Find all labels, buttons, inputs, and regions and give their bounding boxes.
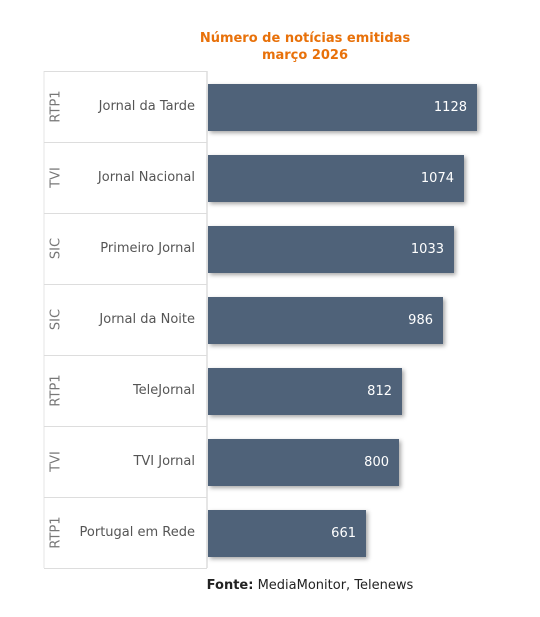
category-label: Portugal em Rede <box>80 525 195 540</box>
category-label: Jornal da Noite <box>98 312 195 327</box>
value-label: 661 <box>331 526 356 541</box>
value-label: 800 <box>364 455 389 470</box>
value-label: 1074 <box>421 171 454 186</box>
group-label: RTP1 <box>49 516 64 548</box>
group-label: TVI <box>49 167 64 189</box>
category-label: Jornal Nacional <box>97 170 195 185</box>
category-label: Primeiro Jornal <box>100 241 195 256</box>
bar <box>208 439 399 486</box>
source-text: MediaMonitor, Telenews <box>257 578 414 593</box>
group-label: SIC <box>49 238 64 259</box>
bar <box>208 226 454 273</box>
group-label: SIC <box>49 309 64 330</box>
group-label: TVI <box>49 451 64 473</box>
bar <box>208 84 477 131</box>
value-label: 986 <box>408 313 433 328</box>
bar <box>208 510 366 557</box>
value-label: 1033 <box>411 242 444 257</box>
group-label: RTP1 <box>49 374 64 406</box>
source-label: Fonte: <box>206 578 254 593</box>
chart-title: Número de notícias emitidas <box>199 31 411 46</box>
group-label: RTP1 <box>49 90 64 122</box>
bar <box>208 297 443 344</box>
category-label: TeleJornal <box>132 383 195 398</box>
category-label: Jornal da Tarde <box>98 99 195 114</box>
value-label: 812 <box>367 384 392 399</box>
category-label: TVI Jornal <box>132 454 195 469</box>
value-label: 1128 <box>434 100 467 115</box>
chart-subtitle: março 2026 <box>261 48 349 63</box>
bar <box>208 368 402 415</box>
bar <box>208 155 464 202</box>
source-note: Fonte: MediaMonitor, Telenews <box>150 578 470 593</box>
